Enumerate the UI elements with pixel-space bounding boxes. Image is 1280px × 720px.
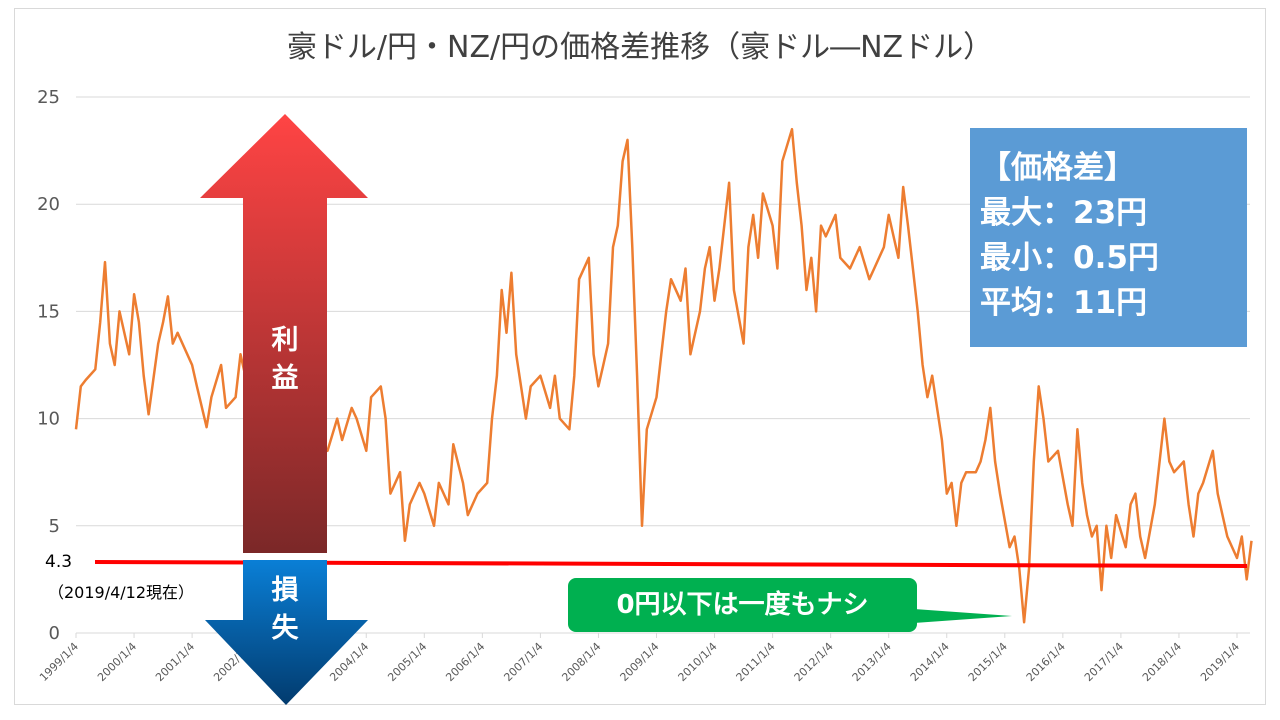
x-tick-label: 2000/1/4	[95, 640, 139, 684]
stats-avg: 平均：11円	[980, 285, 1148, 321]
x-tick-label: 2019/1/4	[1198, 640, 1242, 684]
x-tick-label: 2015/1/4	[966, 640, 1010, 684]
x-tick-label: 2010/1/4	[676, 640, 720, 684]
stats-min: 最小：0.5円	[980, 240, 1159, 276]
chart-title: 豪ドル/円・NZ/円の価格差推移（豪ドル―NZドル）	[286, 30, 994, 65]
stats-box: 【価格差】 最大：23円 最小：0.5円 平均：11円	[970, 128, 1247, 347]
current-date-label: （2019/4/12現在）	[48, 583, 195, 602]
stats-heading: 【価格差】	[980, 150, 1135, 186]
x-tick-label: 2007/1/4	[501, 640, 545, 684]
current-value-label: 4.3	[45, 552, 73, 572]
y-tick-label: 10	[37, 409, 60, 430]
y-tick-label: 5	[49, 516, 60, 537]
x-tick-label: 2014/1/4	[908, 640, 952, 684]
x-tick-label: 2001/1/4	[153, 640, 197, 684]
x-tick-label: 2017/1/4	[1082, 640, 1126, 684]
x-tick-label: 2013/1/4	[850, 640, 894, 684]
loss-label: 損失	[271, 575, 299, 644]
stats-max: 最大：23円	[980, 195, 1148, 231]
x-tick-label: 2006/1/4	[443, 640, 487, 684]
y-tick-label: 15	[37, 301, 60, 322]
profit-arrow-icon	[200, 114, 368, 553]
x-tick-label: 2005/1/4	[385, 640, 429, 684]
x-tick-label: 2012/1/4	[792, 640, 836, 684]
x-tick-label: 1999/1/4	[37, 640, 81, 684]
callout-box	[568, 578, 917, 632]
x-tick-label: 2018/1/4	[1140, 640, 1184, 684]
x-tick-label: 2008/1/4	[559, 640, 603, 684]
callout-text: 0円以下は一度もナシ	[616, 590, 869, 620]
profit-label: 利益	[271, 325, 299, 394]
y-tick-label: 25	[37, 87, 60, 108]
y-tick-label: 20	[37, 194, 60, 215]
y-tick-label: 0	[49, 623, 60, 644]
x-tick-label: 2009/1/4	[617, 640, 661, 684]
x-tick-label: 2011/1/4	[734, 640, 778, 684]
callout-bubble	[900, 608, 1012, 624]
x-tick-label: 2016/1/4	[1024, 640, 1068, 684]
loss-arrow-icon	[205, 560, 368, 705]
chart-frame	[14, 8, 1266, 705]
